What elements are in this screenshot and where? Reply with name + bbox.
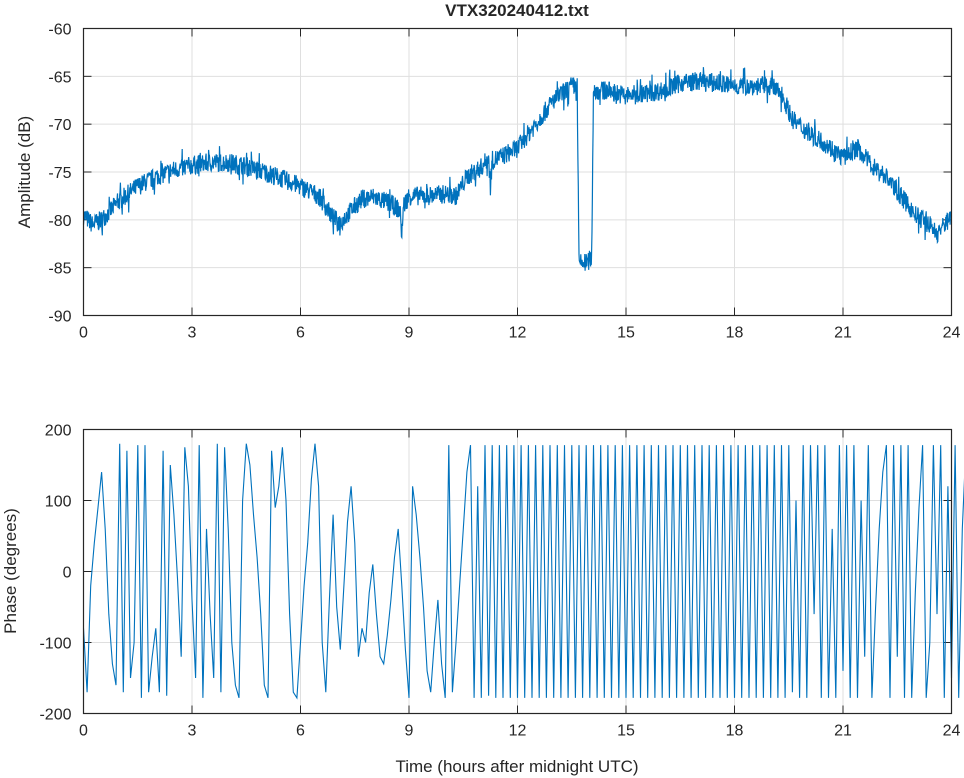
y-tick-label: -200 (39, 707, 71, 724)
y-tick-label: -75 (48, 165, 71, 182)
y-tick-label: -65 (48, 69, 71, 86)
x-tick-label: 9 (405, 723, 414, 740)
amplitude-axes: 0 3 6 9 12 15 18 21 24 -60 -65 -70 -75 -80 -85 -90 (48, 22, 960, 342)
x-tick-label: 9 (405, 325, 414, 342)
y-tick-label: -90 (48, 309, 71, 326)
amplitude-series-line (82, 67, 952, 271)
x-tick-label: 18 (726, 325, 744, 342)
phase-series-line (82, 443, 964, 700)
x-tick-label: 6 (296, 325, 305, 342)
x-tick-label: 6 (296, 723, 305, 740)
x-tick-label: 15 (617, 723, 635, 740)
y-tick-label: -100 (39, 636, 71, 653)
x-tick-label: 21 (834, 723, 852, 740)
x-tick-label: 24 (943, 723, 961, 740)
x-tick-label: 21 (834, 325, 852, 342)
x-tick-label: 3 (188, 723, 197, 740)
y-tick-label: 100 (45, 494, 72, 511)
y-tick-label: -80 (48, 213, 71, 230)
x-tick-label: 0 (79, 723, 88, 740)
x-tick-label: 15 (617, 325, 635, 342)
y-tick-label: -85 (48, 261, 71, 278)
x-tick-label: 12 (509, 723, 527, 740)
phase-axes: 0 3 6 9 12 15 18 21 24 200 100 0 -100 -200 (39, 423, 964, 740)
axes-box (82, 428, 953, 715)
x-tick-label: 24 (943, 325, 961, 342)
axes-box (82, 27, 953, 317)
y-tick-label: 0 (63, 565, 72, 582)
y-axis-label-amplitude: Amplitude (dB) (15, 116, 34, 228)
x-tick-label: 12 (509, 325, 527, 342)
y-tick-label: -60 (48, 22, 71, 39)
x-tick-label: 3 (188, 325, 197, 342)
x-tick-label: 18 (726, 723, 744, 740)
x-tick-label: 0 (79, 325, 88, 342)
chart-title: VTX320240412.txt (445, 1, 589, 20)
x-axis-label: Time (hours after midnight UTC) (395, 757, 638, 776)
y-axis-label-phase: Phase (degrees) (1, 508, 20, 634)
y-tick-label: -70 (48, 117, 71, 134)
y-tick-label: 200 (45, 423, 72, 440)
